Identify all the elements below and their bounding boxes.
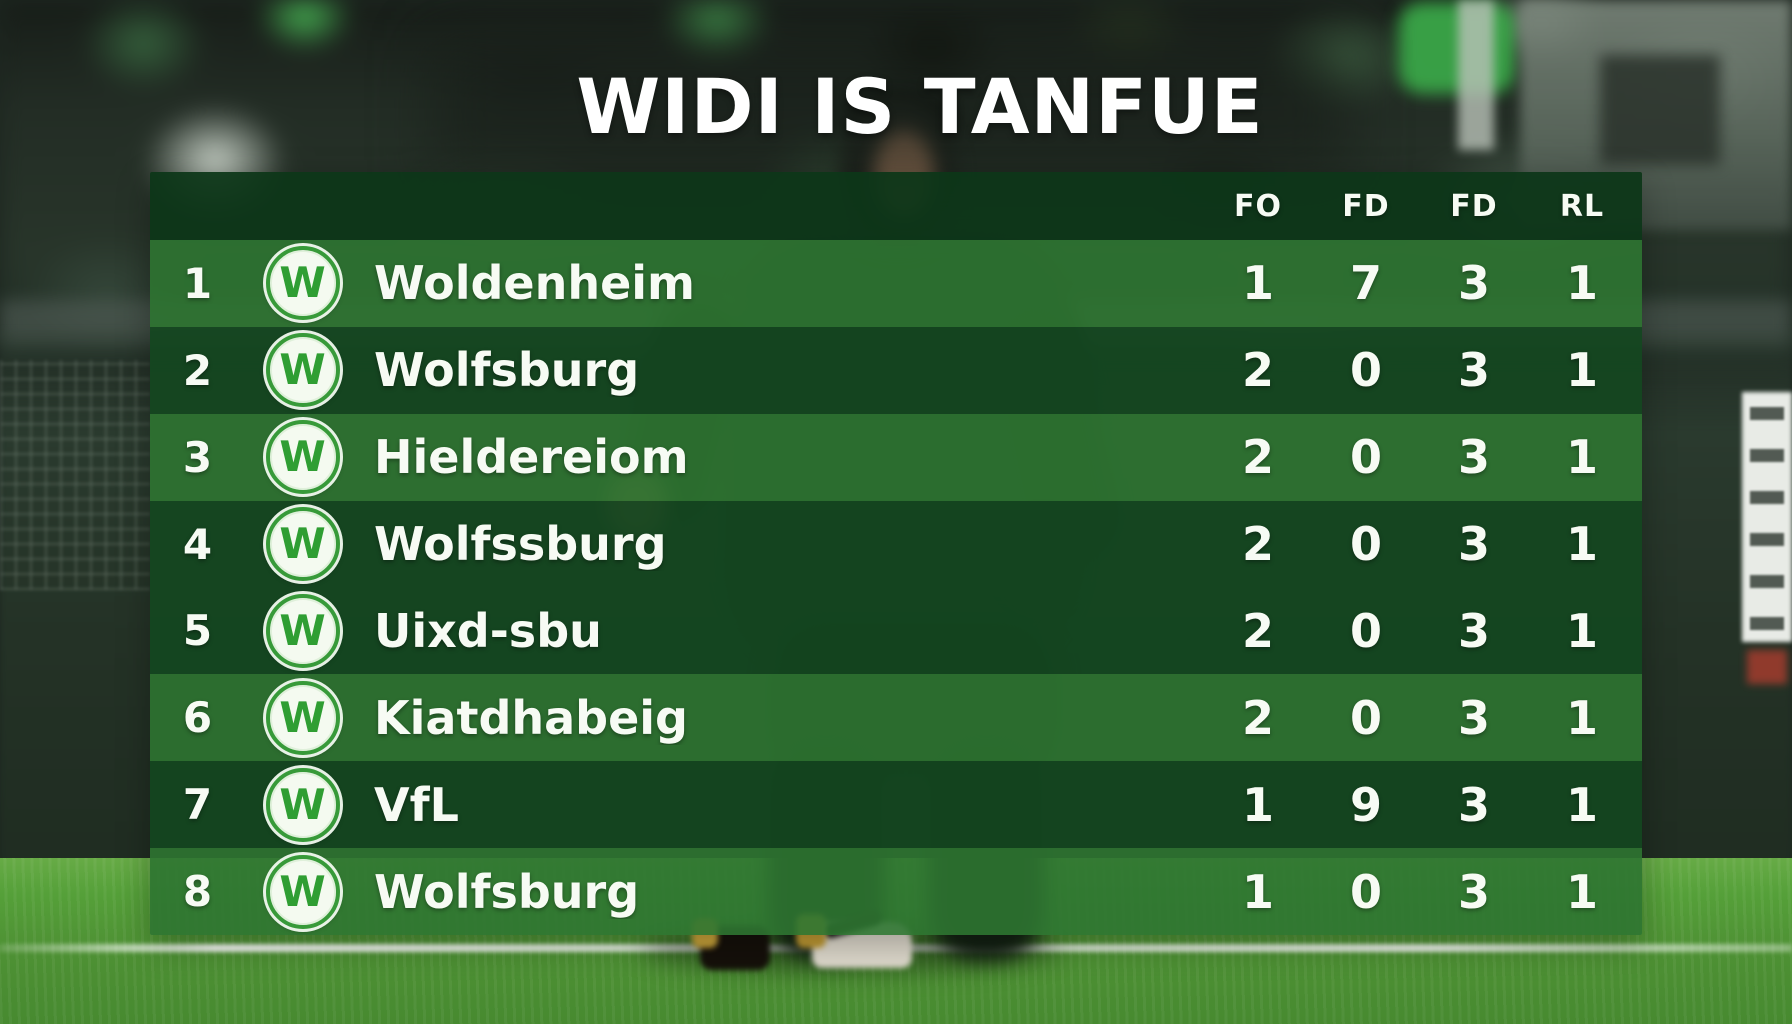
team-name: Woldenheim [374, 256, 695, 311]
team-name: VfL [374, 777, 459, 832]
column-header-fd-2: FD [1450, 188, 1498, 224]
team-name: Wolfsburg [374, 343, 640, 398]
wolfsburg-badge-icon: W [265, 854, 340, 929]
stat-value: 0 [1349, 864, 1382, 919]
stat-value: 0 [1349, 603, 1382, 658]
stat-value: 1 [1565, 256, 1598, 311]
stat-value: 7 [1349, 256, 1382, 311]
stat-value: 3 [1457, 343, 1490, 398]
stat-value: 1 [1241, 256, 1274, 311]
stat-value: 0 [1349, 430, 1382, 485]
wolfsburg-badge-icon: W [265, 420, 340, 495]
row-position: 8 [182, 867, 213, 917]
column-header-fo-0: FO [1234, 188, 1282, 224]
stat-value: 9 [1349, 777, 1382, 832]
stadium-pillar [1458, 0, 1494, 150]
stat-value: 1 [1241, 864, 1274, 919]
row-position: 1 [182, 258, 213, 308]
stat-value: 3 [1457, 864, 1490, 919]
stat-value: 1 [1565, 603, 1598, 658]
stairwell-opening [1600, 55, 1720, 165]
row-position: 3 [182, 432, 213, 482]
ad-board-glyphs [1750, 404, 1784, 630]
stat-value: 3 [1457, 430, 1490, 485]
stat-value: 1 [1565, 343, 1598, 398]
page-title: WIDI IS TANFUE [576, 62, 1264, 151]
stat-value: 3 [1457, 690, 1490, 745]
league-table: FO FD FD RL 1 W Woldenheim 1 7 3 1 2 W Wolfsburg 2 0 3 1… [150, 172, 1642, 935]
team-name: Uixd-sbu [374, 603, 602, 658]
stat-value: 1 [1241, 777, 1274, 832]
stat-value: 2 [1241, 517, 1274, 572]
badge-cell: W [265, 680, 340, 755]
table-row: 4 W Wolfssburg 2 0 3 1 [150, 500, 1642, 588]
stat-value: 3 [1457, 777, 1490, 832]
row-position: 5 [182, 606, 213, 656]
wolfsburg-badge-icon: W [265, 680, 340, 755]
wolfsburg-badge-icon: W [265, 246, 340, 321]
ad-board-red-mark [1747, 650, 1787, 684]
table-body: 1 W Woldenheim 1 7 3 1 2 W Wolfsburg 2 0 3 1 3 W Hielder… [150, 240, 1642, 935]
badge-cell: W [265, 767, 340, 842]
row-position: 2 [182, 345, 213, 395]
column-header-rl-3: RL [1559, 188, 1605, 224]
wolfsburg-badge-icon: W [265, 507, 340, 582]
stat-value: 1 [1565, 517, 1598, 572]
badge-cell: W [265, 420, 340, 495]
stat-value: 0 [1349, 517, 1382, 572]
stat-value: 1 [1565, 864, 1598, 919]
row-position: 6 [182, 693, 213, 743]
table-row: 6 W Kiatdhabeig 2 0 3 1 [150, 674, 1642, 762]
goal-net [0, 360, 150, 590]
stat-value: 1 [1565, 690, 1598, 745]
stat-value: 2 [1241, 690, 1274, 745]
wolfsburg-badge-icon: W [265, 593, 340, 668]
column-header-fd-1: FD [1342, 188, 1390, 224]
stat-value: 0 [1349, 343, 1382, 398]
stat-value: 3 [1457, 603, 1490, 658]
badge-cell: W [265, 507, 340, 582]
team-name: Kiatdhabeig [374, 690, 688, 745]
table-header-row: FO FD FD RL [150, 172, 1642, 240]
stat-value: 0 [1349, 690, 1382, 745]
table-row: 2 W Wolfsburg 2 0 3 1 [150, 326, 1642, 414]
wolfsburg-badge-icon: W [265, 333, 340, 408]
team-name: Hieldereiom [374, 430, 689, 485]
team-name: Wolfssburg [374, 517, 667, 572]
team-name: Wolfsburg [374, 864, 640, 919]
table-row: 1 W Woldenheim 1 7 3 1 [150, 240, 1642, 327]
wolfsburg-badge-icon: W [265, 767, 340, 842]
stat-value: 2 [1241, 343, 1274, 398]
table-row: 8 W Wolfsburg 1 0 3 1 [150, 848, 1642, 935]
stat-value: 2 [1241, 430, 1274, 485]
row-position: 7 [182, 780, 213, 830]
club-crest-blur [1398, 2, 1516, 94]
stat-value: 2 [1241, 603, 1274, 658]
table-row: 3 W Hieldereiom 2 0 3 1 [150, 413, 1642, 501]
stat-value: 3 [1457, 256, 1490, 311]
table-row: 5 W Uixd-sbu 2 0 3 1 [150, 587, 1642, 675]
table-row: 7 W VfL 1 9 3 1 [150, 761, 1642, 849]
stat-value: 3 [1457, 517, 1490, 572]
title-backdrop-shade [430, 40, 1350, 180]
badge-cell: W [265, 333, 340, 408]
row-position: 4 [182, 519, 213, 569]
badge-cell: W [265, 593, 340, 668]
stat-value: 1 [1565, 777, 1598, 832]
badge-cell: W [265, 246, 340, 321]
stat-value: 1 [1565, 430, 1598, 485]
badge-cell: W [265, 854, 340, 929]
